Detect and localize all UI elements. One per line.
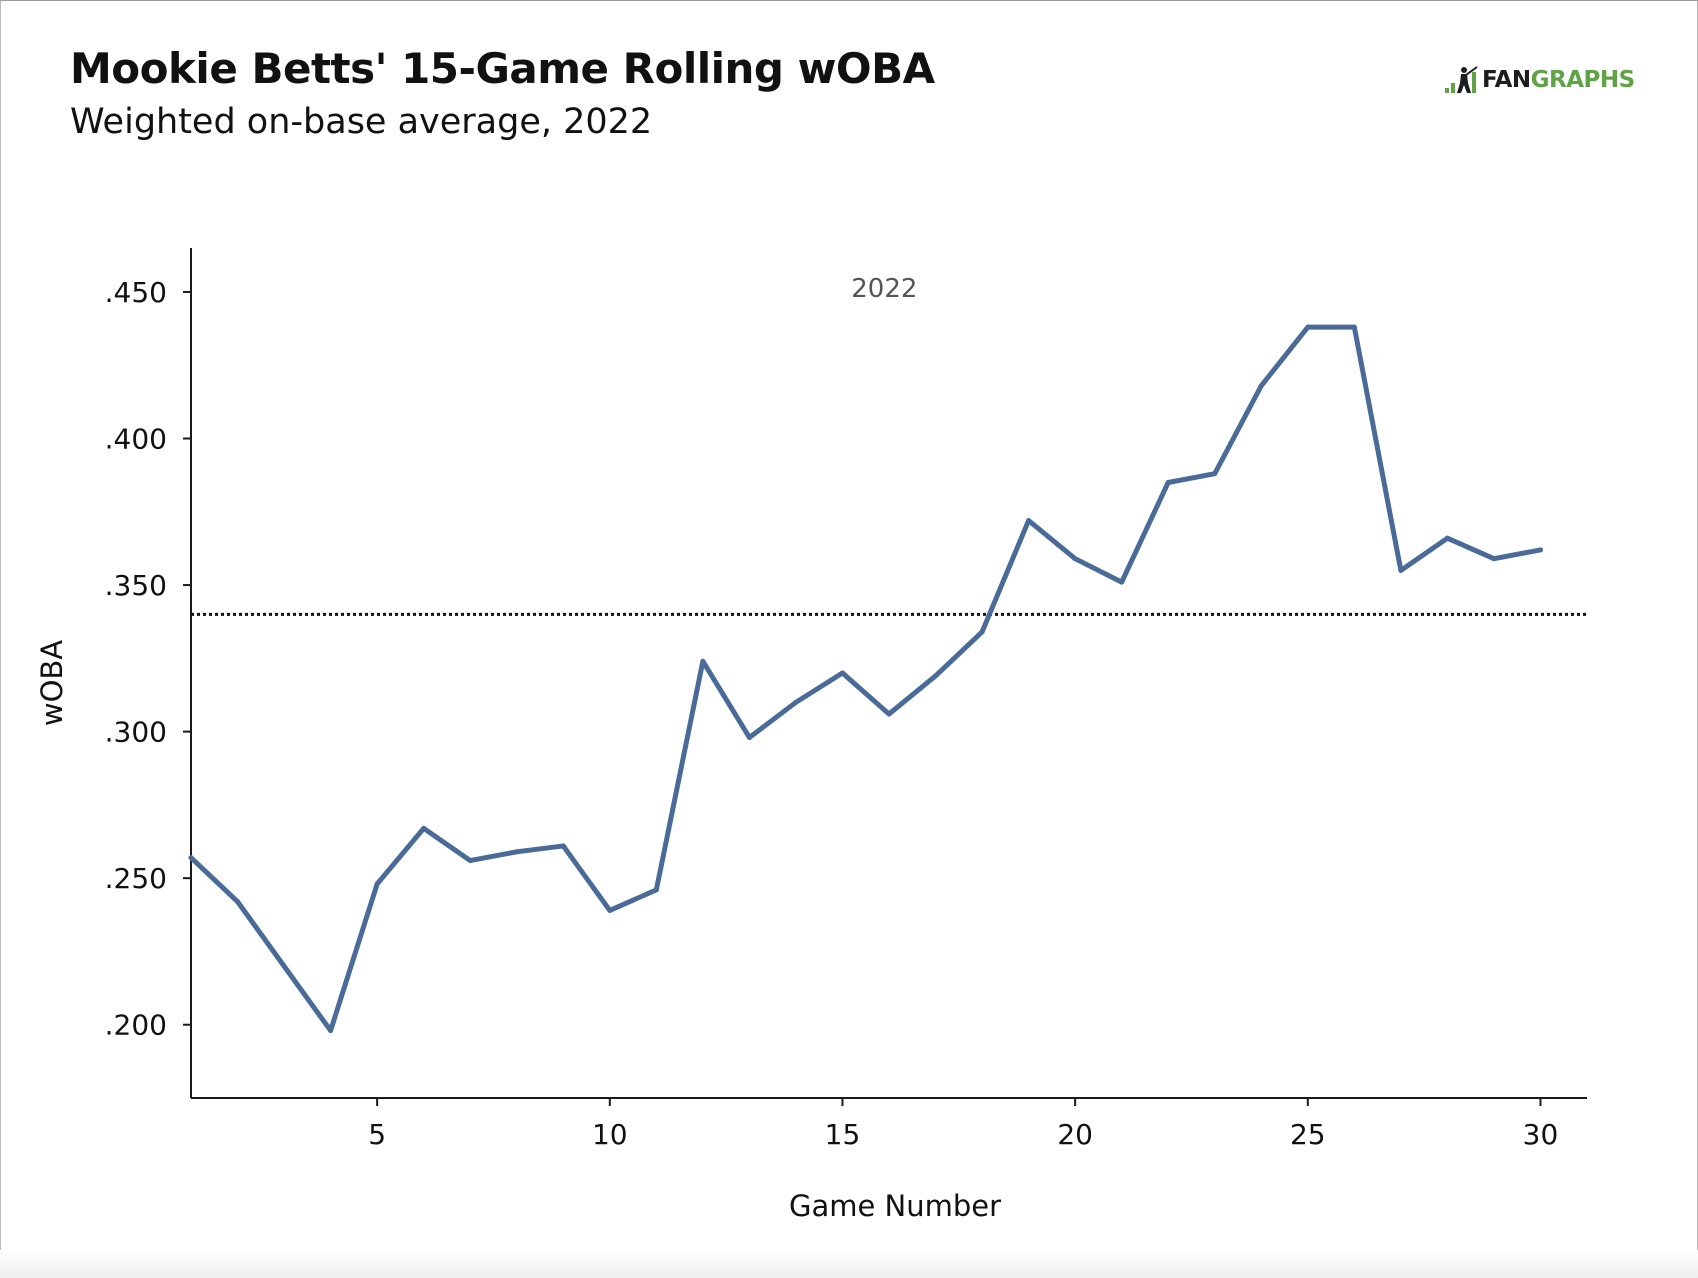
x-tick-label: 25 [1290, 1118, 1326, 1151]
series-group [188, 324, 1543, 1034]
data-point [1119, 579, 1125, 585]
data-point [560, 843, 566, 849]
data-point [1026, 518, 1032, 524]
data-point [188, 855, 194, 861]
y-tick-label: .200 [105, 1009, 167, 1042]
data-point [1444, 535, 1450, 541]
labels-group: .200 .250 .300 .350 .400 .450 5 10 15 20 25 30 Game … [35, 274, 1558, 1223]
axes [183, 248, 1587, 1106]
data-point [514, 849, 520, 855]
woba-series-line [188, 324, 1543, 1034]
data-point [1398, 567, 1404, 573]
y-tick-label: .450 [105, 276, 167, 309]
data-point [281, 963, 287, 969]
data-point [933, 673, 939, 679]
x-axis-label: Game Number [789, 1189, 1001, 1223]
chart-title: Mookie Betts' 15-Game Rolling wOBA [70, 44, 935, 93]
season-annotation: 2022 [851, 274, 917, 304]
data-point [235, 899, 241, 905]
y-tick-label: .300 [105, 716, 167, 749]
data-point [467, 858, 473, 864]
data-point [1258, 383, 1264, 389]
fangraphs-logo[interactable]: FAN GRAPHS [1444, 64, 1635, 96]
data-point [793, 699, 799, 705]
data-point [700, 658, 706, 664]
x-tick-label: 5 [368, 1118, 386, 1151]
y-tick-label: .250 [105, 862, 167, 895]
logo-text-fan: FAN [1482, 67, 1531, 93]
data-point [421, 825, 427, 831]
chart-subtitle: Weighted on-base average, 2022 [70, 102, 653, 142]
data-point [746, 734, 752, 740]
y-tick-label: .400 [105, 423, 167, 456]
x-tick-label: 30 [1523, 1118, 1559, 1151]
data-point [374, 881, 380, 887]
fangraphs-batter-icon [1445, 66, 1478, 93]
data-point [1072, 556, 1078, 562]
data-point [607, 907, 613, 913]
data-point [328, 1028, 334, 1034]
data-point [839, 670, 845, 676]
data-point [1305, 324, 1311, 330]
x-tick-label: 20 [1057, 1118, 1093, 1151]
data-point [1491, 556, 1497, 562]
x-tick-label: 10 [592, 1118, 628, 1151]
y-tick-label: .350 [105, 569, 167, 602]
data-point [886, 711, 892, 717]
data-point [653, 887, 659, 893]
data-point [1212, 471, 1218, 477]
data-point [1351, 324, 1357, 330]
data-point [979, 629, 985, 635]
x-tick-label: 15 [825, 1118, 861, 1151]
data-point [1537, 547, 1543, 553]
data-point [1165, 479, 1171, 485]
y-axis-label: wOBA [35, 640, 69, 726]
logo-text-graphs: GRAPHS [1530, 67, 1636, 93]
bottom-shade [0, 1250, 1698, 1278]
